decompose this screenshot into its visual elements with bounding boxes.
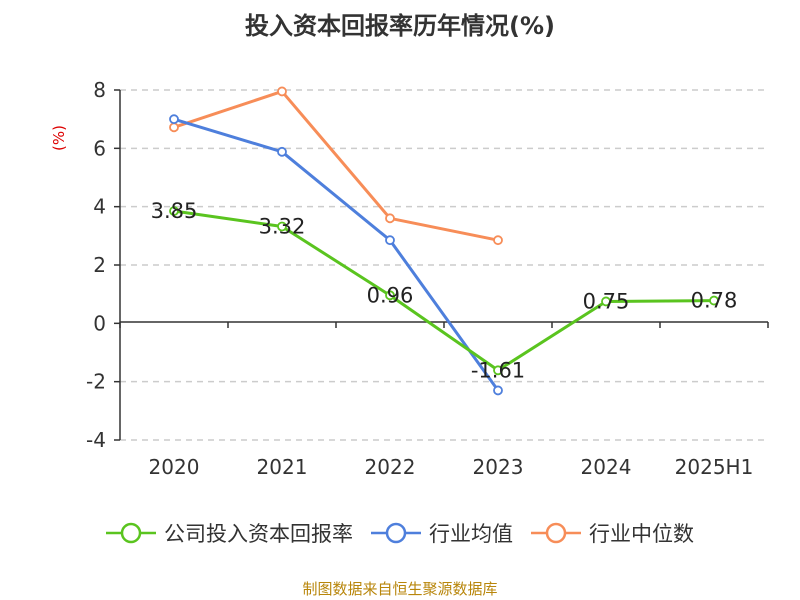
legend-item[interactable]: 行业均值 <box>371 518 513 548</box>
source-note: 制图数据来自恒生聚源数据库 <box>302 580 498 598</box>
data-label: -1.61 <box>471 358 525 382</box>
x-tick-label: 2024 <box>581 455 632 479</box>
data-point <box>385 213 395 224</box>
y-tick-label: 4 <box>93 195 106 219</box>
data-label: 0.96 <box>367 283 414 307</box>
legend-swatch <box>531 522 581 544</box>
data-point <box>493 365 503 376</box>
data-point <box>601 296 611 307</box>
series-line <box>173 209 715 372</box>
x-tick-label: 2020 <box>149 455 200 479</box>
data-point <box>385 290 395 301</box>
x-tick-label: 2022 <box>365 455 416 479</box>
y-tick-label: 6 <box>93 136 106 160</box>
data-point <box>493 385 503 396</box>
data-point <box>169 122 179 133</box>
legend-swatch-marker <box>545 522 567 544</box>
legend-swatch-marker <box>120 522 142 544</box>
data-label: 0.75 <box>583 289 630 313</box>
legend: 公司投入资本回报率 行业均值 行业中位数 <box>0 518 800 550</box>
legend-swatch-marker <box>385 522 407 544</box>
data-point <box>709 295 719 306</box>
data-point <box>277 86 287 97</box>
x-tick-label: 2023 <box>473 455 524 479</box>
axes: -4 -2 0 2 4 6 8 2020 2021 2022 2023 2024 2025H1 <box>86 78 769 479</box>
x-tick-label: 2021 <box>257 455 308 479</box>
chart-title: 投入资本回报率历年情况(%) <box>245 12 555 40</box>
series-line <box>173 117 500 392</box>
grid-lines <box>120 89 768 441</box>
y-tick-label: 8 <box>93 78 106 102</box>
y-tick-label: -2 <box>86 370 106 394</box>
y-tick-label: 2 <box>93 253 106 277</box>
series-line <box>173 89 499 242</box>
x-tick-label: 2025H1 <box>675 455 754 479</box>
legend-label: 行业中位数 <box>589 522 694 546</box>
legend-label: 行业均值 <box>429 522 513 546</box>
legend-item[interactable]: 公司投入资本回报率 <box>106 518 353 548</box>
data-point <box>493 235 503 246</box>
legend-item[interactable]: 行业中位数 <box>531 518 694 548</box>
y-tick-label: 0 <box>93 311 106 335</box>
data-point <box>277 146 287 157</box>
series-lines <box>169 86 719 396</box>
legend-label: 公司投入资本回报率 <box>164 522 353 546</box>
data-point <box>169 206 179 216</box>
data-label: 3.32 <box>259 215 306 239</box>
data-labels: 3.85 3.32 0.96 -1.61 0.75 0.78 <box>151 199 738 382</box>
y-tick-label: -4 <box>86 428 106 452</box>
data-point <box>169 114 179 125</box>
data-point <box>385 235 395 246</box>
data-label: 0.78 <box>691 289 738 313</box>
data-point <box>277 221 287 232</box>
data-label: 3.85 <box>151 199 198 223</box>
legend-swatch <box>371 522 421 544</box>
legend-swatch <box>106 522 156 544</box>
